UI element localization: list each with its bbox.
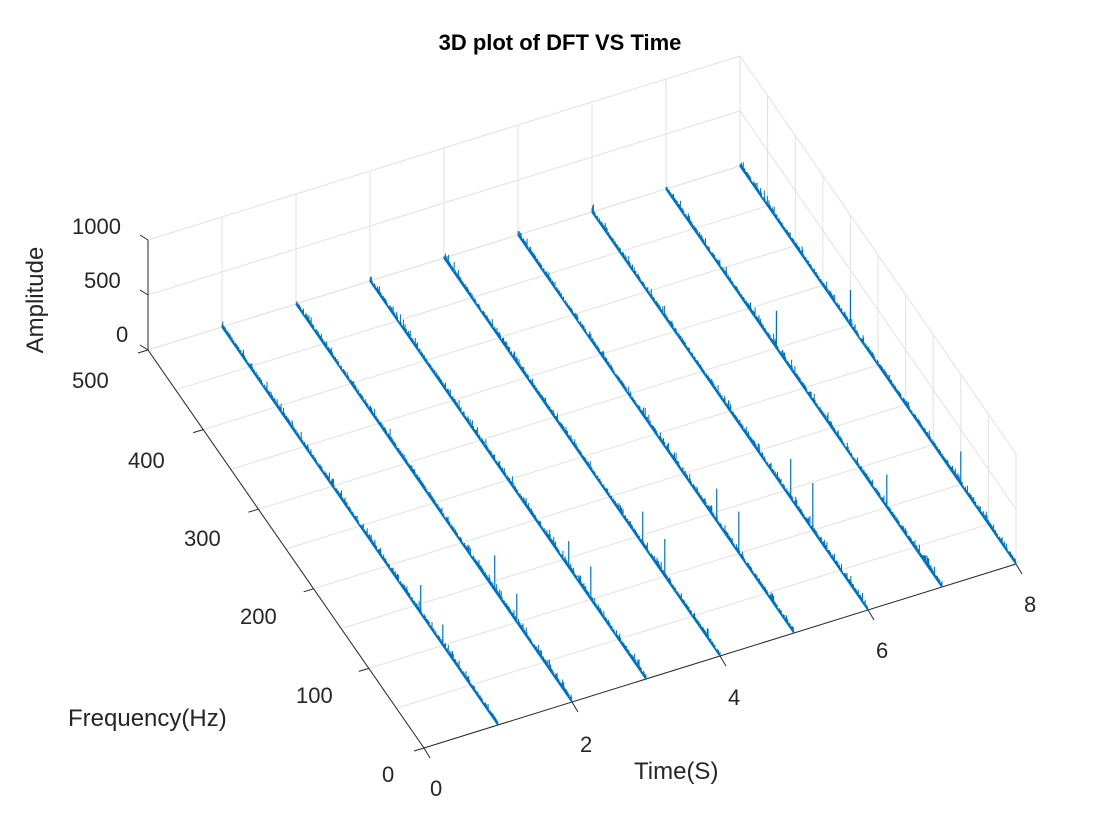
series-line <box>517 230 795 634</box>
series-baseline <box>443 257 721 657</box>
x-tick <box>867 609 875 621</box>
series-baseline <box>369 280 647 680</box>
y-tick <box>303 588 314 593</box>
z-tick-label: 1000 <box>72 214 121 239</box>
series-baseline <box>517 234 795 634</box>
z-tick-label: 500 <box>84 268 121 293</box>
x-tick-label: 6 <box>876 638 889 663</box>
series-line <box>369 276 647 680</box>
y-tick-label: 400 <box>128 448 165 473</box>
series-line <box>443 253 721 657</box>
series-baseline <box>591 211 869 611</box>
series-line <box>221 321 499 726</box>
x-tick <box>423 747 431 759</box>
x-tick <box>719 655 727 667</box>
x-axis-label: Time(S) <box>634 758 719 785</box>
series-baseline <box>739 165 1017 565</box>
z-tick-label: 0 <box>116 322 129 347</box>
y-tick-label: 300 <box>184 526 221 551</box>
y-tick <box>248 508 259 513</box>
z-tick <box>139 289 149 296</box>
series-line <box>739 162 1017 565</box>
series-baseline <box>665 188 943 588</box>
x-tick <box>1015 563 1023 575</box>
side-wall-grid-line <box>739 110 1017 510</box>
axis-lines <box>137 234 1023 759</box>
series-line <box>665 186 943 588</box>
series-baseline <box>295 303 573 703</box>
side-wall-grid-line <box>739 55 1017 455</box>
back-wall-grid-line <box>147 55 741 241</box>
y-tick <box>193 429 204 434</box>
y-tick <box>413 747 425 752</box>
x-tick <box>571 701 579 713</box>
x-tick-label: 4 <box>728 685 741 710</box>
series-line <box>591 204 869 611</box>
y-axis-label: Frequency(Hz) <box>68 705 227 732</box>
spectrum-series <box>221 162 1017 726</box>
chart-title: 3D plot of DFT VS Time <box>438 30 682 55</box>
z-axis-label: Amplitude <box>22 246 49 354</box>
y-tick <box>137 349 149 354</box>
z-tick <box>139 344 149 351</box>
y-tick-label: 200 <box>240 604 277 629</box>
y-axis-line <box>147 349 425 749</box>
x-tick-label: 0 <box>430 776 443 801</box>
y-tick-label: 500 <box>72 368 109 393</box>
x-tick-label: 2 <box>580 732 593 757</box>
x-tick-label: 8 <box>1024 592 1037 617</box>
series-baseline <box>221 326 499 726</box>
series-line <box>295 301 573 703</box>
y-tick-label: 0 <box>382 762 395 787</box>
z-tick <box>139 234 149 241</box>
y-tick-label: 100 <box>296 683 333 708</box>
back-wall-grid-line <box>147 110 741 296</box>
y-tick <box>358 667 369 672</box>
